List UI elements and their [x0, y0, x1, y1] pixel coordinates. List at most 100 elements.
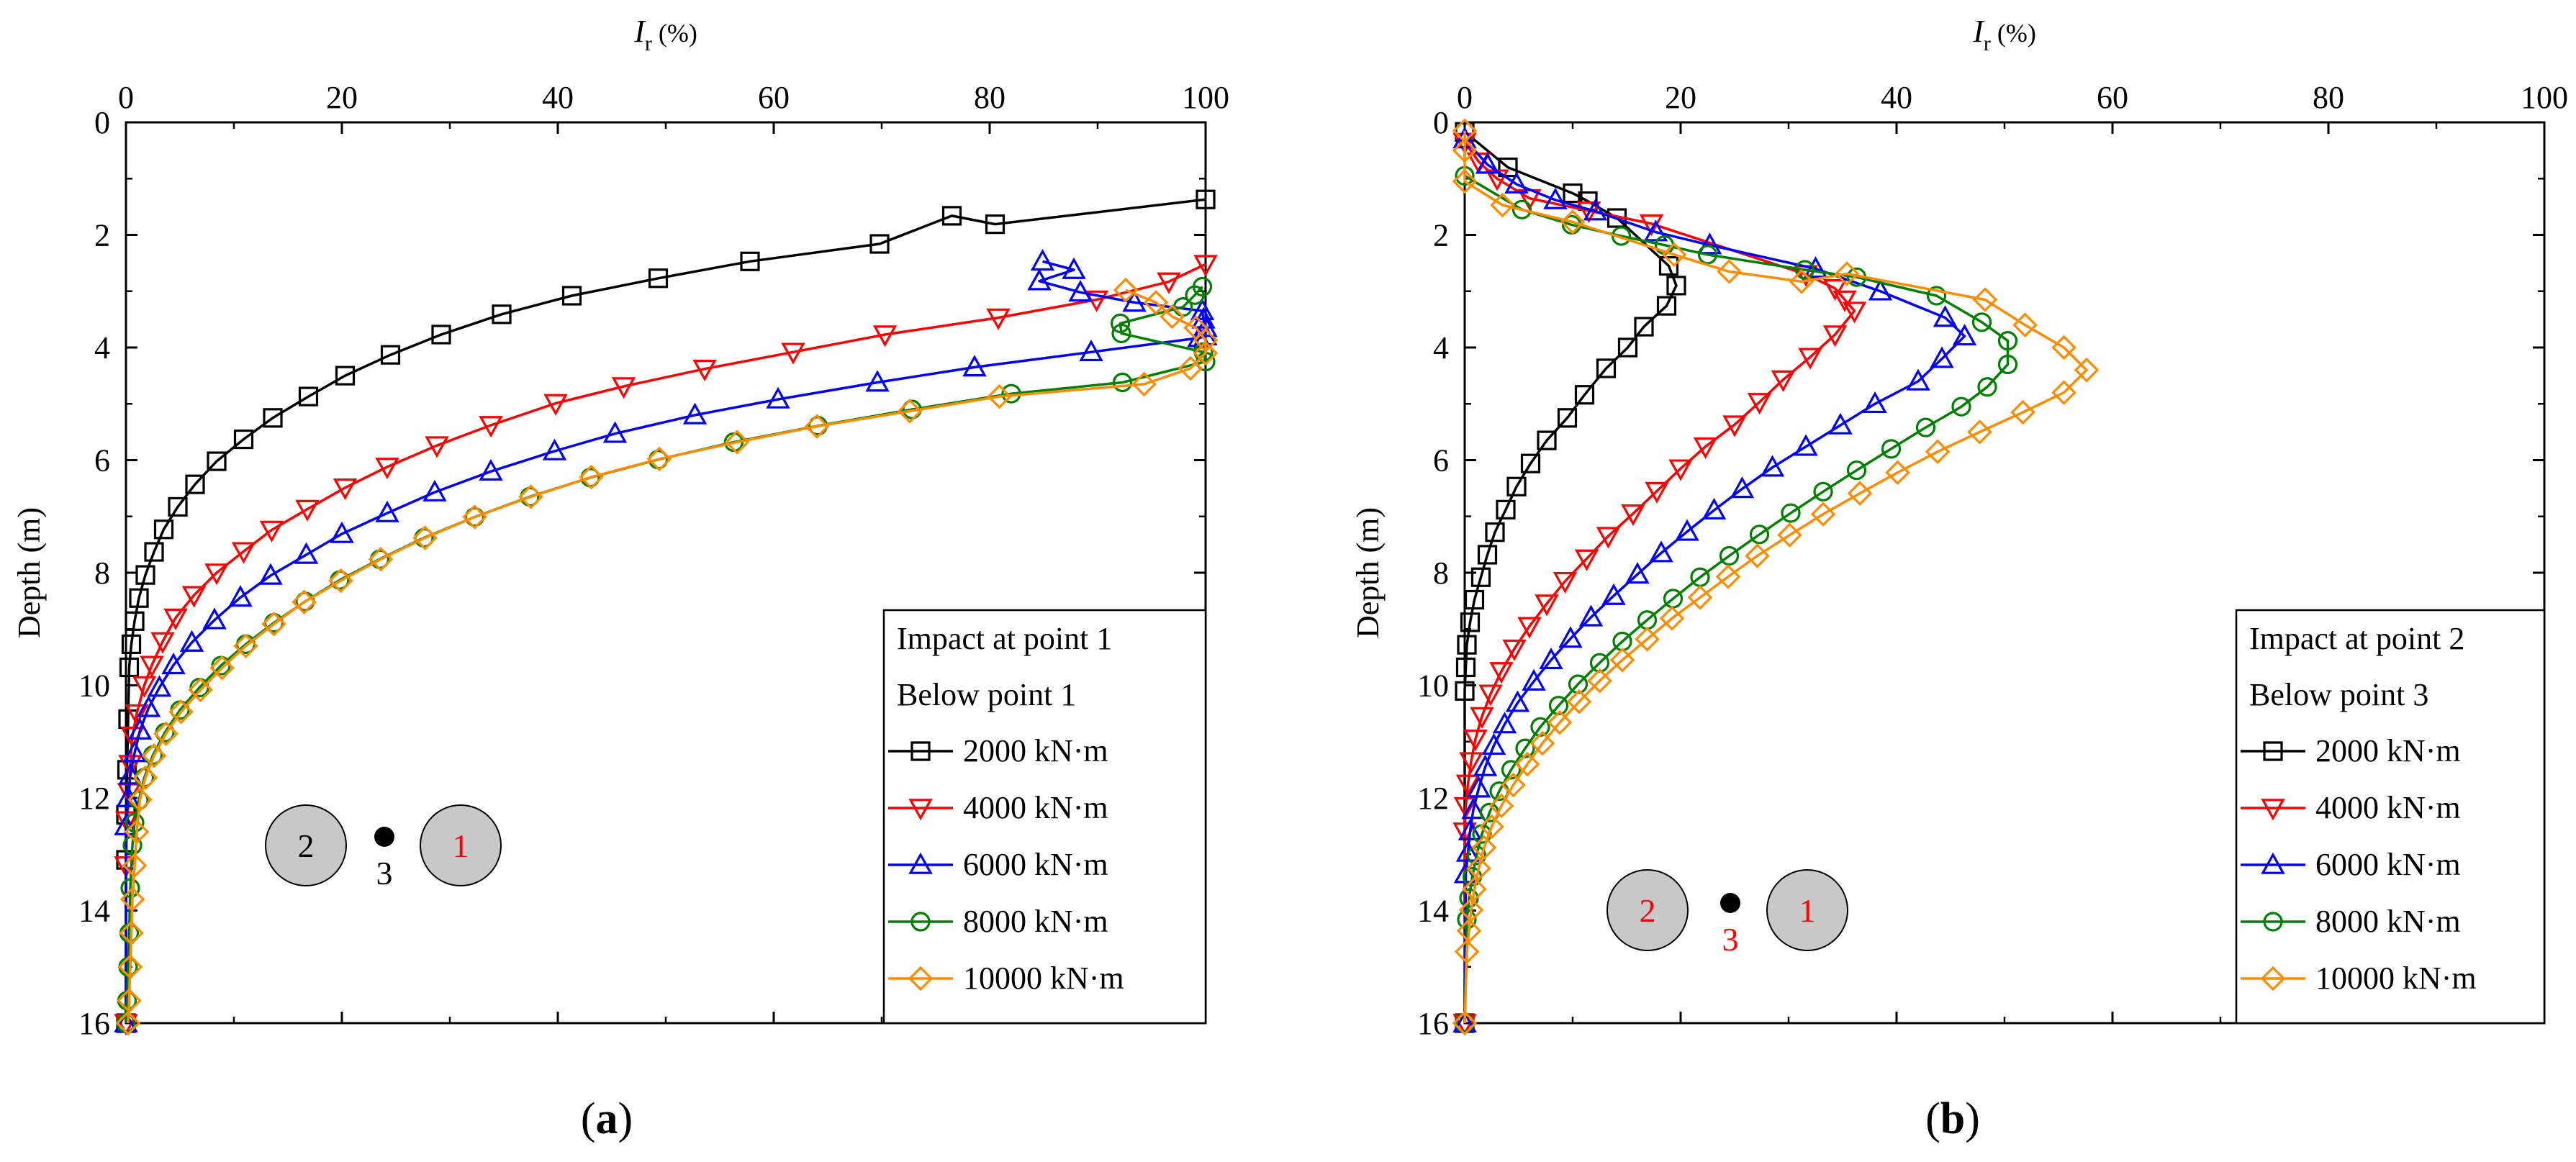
- panel-label-open: (: [1925, 1094, 1940, 1143]
- data-point-8000: [1951, 396, 1971, 417]
- data-point-8000: [464, 507, 485, 527]
- pile-1-label: 1: [453, 827, 469, 864]
- data-point-2000: [380, 345, 401, 365]
- x-axis-title: Ir (%): [1972, 14, 2036, 55]
- data-point-10000: [1847, 481, 1873, 506]
- data-point-4000: [1463, 730, 1488, 752]
- data-point-4000: [204, 563, 229, 586]
- x-tick-label: 80: [2313, 80, 2344, 115]
- data-point-4000: [1771, 370, 1796, 392]
- data-point-4000: [1645, 481, 1669, 504]
- y-tick-label: 4: [94, 330, 110, 366]
- legend-marker-4000: [2261, 799, 2285, 821]
- data-point-2000: [135, 565, 155, 585]
- y-tick-label: 10: [78, 668, 110, 704]
- data-point-10000: [1452, 168, 1478, 194]
- data-point-8000: [1813, 481, 1833, 501]
- data-point-4000: [231, 542, 256, 564]
- data-point-6000: [1649, 540, 1673, 563]
- data-point-6000: [1558, 626, 1583, 648]
- y-tick-label: 16: [1417, 1006, 1449, 1041]
- data-point-10000: [124, 819, 150, 845]
- series-layer: [114, 189, 1219, 1036]
- data-point-8000: [1794, 260, 1815, 280]
- panel-label-open: (: [581, 1094, 596, 1143]
- data-point-6000: [1193, 315, 1218, 337]
- pile-1-circle: [420, 804, 502, 886]
- data-point-2000: [648, 268, 669, 289]
- data-point-10000: [2012, 312, 2038, 337]
- legend-label-8000: 8000 kN·m: [2315, 904, 2461, 939]
- data-point-10000: [724, 430, 750, 455]
- pile-2-circle: [265, 804, 347, 886]
- data-point-8000: [1697, 245, 1718, 265]
- point-3-label: 3: [376, 855, 393, 891]
- y-tick-label: 4: [1433, 330, 1449, 366]
- data-point-8000: [1881, 439, 1902, 459]
- data-point-4000: [163, 608, 188, 630]
- data-point-8000: [1971, 312, 1992, 332]
- data-point-10000: [462, 504, 487, 530]
- data-point-6000: [1481, 732, 1506, 755]
- data-point-10000: [233, 633, 258, 658]
- data-point-6000: [1933, 305, 1958, 327]
- legend-title-below: Below point 1: [897, 677, 1076, 712]
- data-point-6000: [1868, 278, 1893, 301]
- data-point-6000: [1543, 187, 1568, 209]
- data-point-2000: [1557, 408, 1578, 428]
- legend-label-10000: 10000 kN·m: [963, 961, 1124, 996]
- y-axis-title: Depth (m): [12, 507, 47, 638]
- y-tick-label: 2: [94, 218, 110, 253]
- data-point-10000: [1193, 327, 1219, 353]
- point-3-dot: [1720, 893, 1740, 913]
- y-tick-label: 12: [1417, 781, 1449, 816]
- x-tick-label: 60: [2097, 80, 2128, 115]
- data-point-10000: [1490, 192, 1515, 218]
- data-point-10000: [412, 525, 438, 550]
- data-point-10000: [579, 464, 604, 490]
- data-point-6000: [136, 695, 161, 717]
- data-point-10000: [1113, 277, 1139, 303]
- data-point-6000: [330, 521, 354, 543]
- x-tick-label: 0: [118, 80, 134, 115]
- data-point-6000: [1930, 346, 1954, 368]
- data-point-10000: [292, 589, 317, 614]
- legend-title-impact: Impact at point 2: [2249, 621, 2464, 656]
- data-point-10000: [368, 546, 394, 572]
- data-point-2000: [1666, 276, 1686, 296]
- data-point-6000: [1068, 280, 1093, 302]
- data-point-6000: [1697, 232, 1722, 255]
- legend-label-8000: 8000 kN·m: [963, 904, 1108, 939]
- data-point-10000: [1452, 137, 1478, 163]
- data-point-4000: [1822, 325, 1848, 348]
- data-point-8000: [1749, 525, 1770, 545]
- data-point-4000: [295, 499, 320, 522]
- data-point-6000: [1906, 368, 1930, 391]
- data-point-8000: [1997, 354, 2018, 375]
- data-point-10000: [1452, 1010, 1478, 1036]
- legend-label-10000: 10000 kN·m: [2315, 961, 2477, 996]
- data-point-8000: [120, 878, 140, 898]
- pile-2-circle: [1606, 869, 1689, 951]
- data-point-10000: [1834, 261, 1860, 286]
- data-point-8000: [1915, 417, 1936, 437]
- data-point-4000: [1193, 255, 1218, 277]
- data-point-6000: [1863, 391, 1887, 414]
- data-point-4000: [543, 394, 568, 416]
- data-point-6000: [602, 421, 628, 443]
- data-point-10000: [1131, 371, 1157, 397]
- panel-label-close: ): [1965, 1094, 1980, 1143]
- series-line-6000: [1463, 138, 1966, 1024]
- data-point-2000: [1477, 545, 1498, 565]
- x-tick-label: 20: [1665, 80, 1696, 115]
- data-point-6000: [1601, 583, 1626, 605]
- panel-label-letter: b: [1940, 1094, 1965, 1143]
- data-point-10000: [119, 920, 144, 946]
- data-point-10000: [897, 399, 923, 424]
- data-point-2000: [941, 206, 962, 226]
- data-point-8000: [1466, 845, 1487, 866]
- data-point-10000: [1587, 668, 1612, 694]
- data-point-8000: [1185, 285, 1205, 305]
- data-point-10000: [1514, 751, 1540, 777]
